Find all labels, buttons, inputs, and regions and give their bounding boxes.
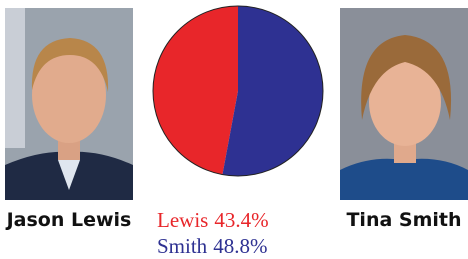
candidate-name: Jason Lewis (5, 209, 132, 231)
photo-right (340, 8, 468, 200)
slice-value: 43.4% (214, 208, 268, 232)
pie-slice (153, 6, 238, 175)
slice-value: 48.8% (213, 234, 267, 258)
slice-name: Smith (157, 234, 208, 258)
candidate-name: Tina Smith (346, 209, 461, 231)
photo-left (5, 8, 133, 200)
slice-name: Lewis (157, 208, 208, 232)
graphic: Jason Lewis Tina Smith Lewis43.4%Smith48… (0, 0, 468, 259)
page: {"chart_data": {"type": "pie", "categori… (0, 0, 468, 259)
pie (153, 6, 323, 176)
